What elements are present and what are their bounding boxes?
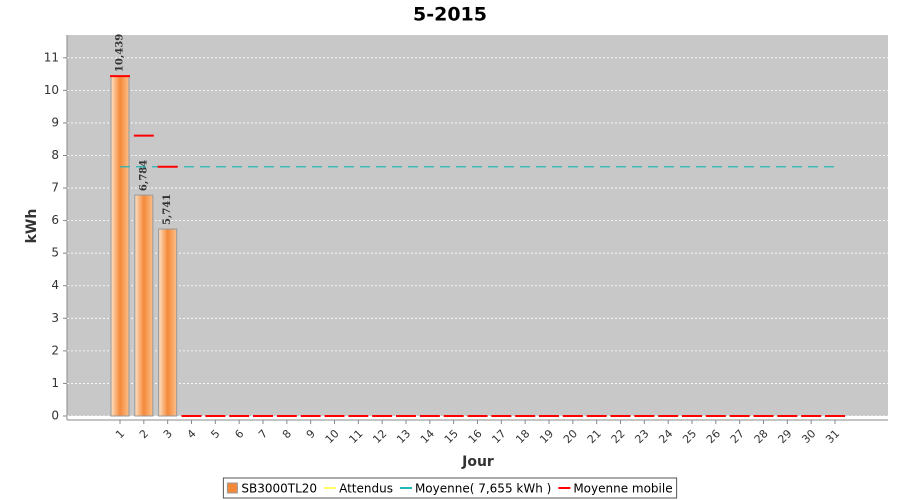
x-tick-label: 29 (775, 427, 794, 446)
x-tick-label: 26 (704, 427, 723, 446)
x-tick-label: 2 (137, 427, 151, 441)
x-tick-label: 14 (418, 427, 437, 446)
y-tick-label: 4 (51, 278, 59, 292)
x-tick-label: 30 (799, 427, 818, 446)
x-tick-label: 8 (280, 427, 294, 441)
x-tick-label: 12 (370, 427, 389, 446)
y-tick-label: 0 (51, 409, 59, 423)
legend-item: SB3000TL20 (226, 482, 317, 496)
value-label: 5,741 (162, 194, 173, 225)
chart-title: 5-2015 (413, 4, 487, 26)
plot-area (67, 35, 888, 416)
bar (110, 75, 130, 417)
y-tick-label: 6 (51, 213, 59, 227)
y-tick-label: 11 (44, 50, 59, 64)
x-tick-label: 6 (232, 427, 246, 441)
x-tick-label: 15 (442, 427, 461, 446)
y-tick-label: 10 (44, 83, 59, 97)
x-tick-label: 24 (656, 427, 675, 446)
legend-label: Moyenne( 7,655 kWh ) (415, 482, 551, 496)
legend-box (222, 477, 678, 499)
x-axis-label: Jour (461, 454, 494, 470)
x-tick-label: 13 (394, 427, 413, 446)
bar (158, 228, 178, 417)
x-tick-label: 23 (632, 427, 651, 446)
x-tick-label: 18 (513, 427, 532, 446)
y-axis-label: kWh (24, 209, 40, 244)
legend: SB3000TL20 Attendus Moyenne( 7,655 kWh ) Mo… (222, 477, 678, 499)
legend-item: Moyenne mobile (558, 482, 673, 496)
y-tick-label: 9 (51, 115, 59, 129)
x-tick-label: 4 (185, 427, 199, 441)
x-tick-label: 21 (585, 427, 604, 446)
y-tick-label: 3 (51, 311, 59, 325)
legend-label: SB3000TL20 (241, 482, 317, 496)
x-tick-label: 17 (489, 427, 508, 446)
value-label: 6,784 (138, 160, 149, 191)
y-tick-label: 7 (51, 181, 59, 195)
legend-label: Moyenne mobile (573, 482, 672, 496)
x-tick-label: 3 (161, 427, 175, 441)
x-tick-label: 10 (323, 427, 342, 446)
x-tick-label: 5 (208, 427, 222, 441)
x-tick-label: 9 (304, 427, 318, 441)
x-tick-label: 27 (728, 427, 747, 446)
legend-label: Attendus (339, 482, 393, 496)
x-tick-label: 25 (680, 427, 699, 446)
x-tick-label: 19 (537, 427, 556, 446)
x-tick-label: 31 (823, 427, 842, 446)
y-tick-label: 1 (51, 376, 59, 390)
x-tick-label: 16 (466, 427, 485, 446)
bar (134, 194, 154, 417)
x-tick-label: 20 (561, 427, 580, 446)
x-tick-label: 1 (113, 427, 127, 441)
legend-swatch (226, 482, 238, 494)
y-tick-label: 8 (51, 148, 59, 162)
x-tick-label: 11 (346, 427, 365, 446)
y-tick-label: 5 (51, 246, 59, 260)
x-tick-label: 7 (256, 427, 270, 441)
x-tick-label: 28 (752, 427, 771, 446)
legend-item: Moyenne( 7,655 kWh ) (399, 482, 551, 496)
value-label: 10,439 (115, 34, 126, 72)
x-tick-label: 22 (609, 427, 628, 446)
legend-item: Attendus (324, 482, 393, 496)
y-tick-label: 2 (51, 343, 59, 357)
